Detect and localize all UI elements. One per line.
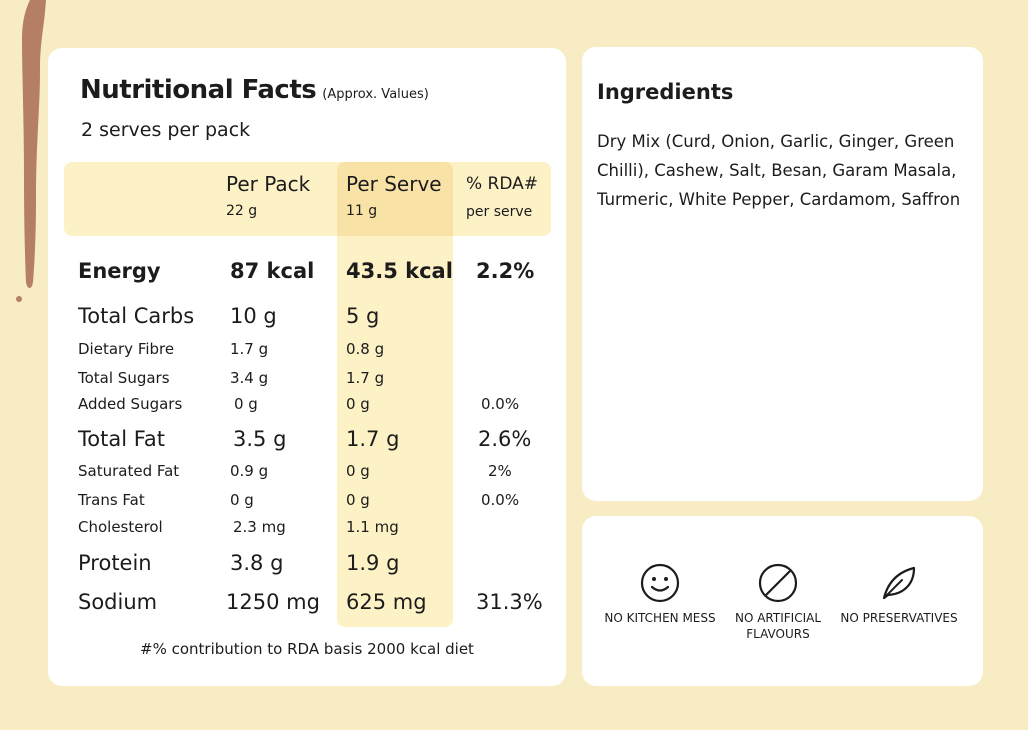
row-pack: 1.7 g <box>230 340 269 358</box>
row-serve: 1.7 g <box>346 369 385 387</box>
badge-label: NO KITCHEN MESS <box>604 611 716 625</box>
row-pack: 3.5 g <box>233 427 287 451</box>
row-label: Total Sugars <box>78 369 170 387</box>
row-rda: 0.0% <box>481 491 520 509</box>
chocolate-drip <box>16 0 46 302</box>
row-rda: 31.3% <box>476 590 543 614</box>
smiley-icon <box>640 563 680 603</box>
ingredients-title: Ingredients <box>597 80 734 104</box>
row-rda: 2.2% <box>476 259 535 283</box>
row-serve: 0.8 g <box>346 340 385 358</box>
ingredients-card: Ingredients Dry Mix (Curd, Onion, Garlic… <box>582 47 983 501</box>
row-label: Cholesterol <box>78 518 163 536</box>
row-pack: 3.8 g <box>230 551 284 575</box>
row-label: Saturated Fat <box>78 462 180 480</box>
row-pack: 0 g <box>230 491 254 509</box>
row-serve: 0 g <box>346 395 370 413</box>
row-serve: 5 g <box>346 304 380 328</box>
badge-label-line2: FLAVOURS <box>746 627 810 641</box>
row-serve: 1.7 g <box>346 427 400 451</box>
rda-subheader: per serve <box>466 204 533 220</box>
row-serve: 0 g <box>346 462 370 480</box>
per-serve-header: Per Serve <box>346 172 442 196</box>
row-serve: 1.9 g <box>346 551 400 575</box>
per-serve-weight: 11 g <box>346 203 378 219</box>
per-serve-column-highlight <box>337 162 453 627</box>
row-pack: 0 g <box>234 395 258 413</box>
row-pack: 1250 mg <box>226 590 320 614</box>
badge-label: NO ARTIFICIAL <box>734 611 822 625</box>
row-label: Trans Fat <box>78 491 145 509</box>
title-note: (Approx. Values) <box>322 87 429 102</box>
row-label: Total Carbs <box>78 304 195 328</box>
row-label: Added Sugars <box>78 395 183 413</box>
row-label: Total Fat <box>78 427 165 451</box>
badge-no-kitchen-mess: NO KITCHEN MESS <box>595 562 725 626</box>
row-serve: 625 mg <box>346 590 427 614</box>
row-pack: 3.4 g <box>230 369 269 387</box>
per-pack-weight: 22 g <box>226 203 258 219</box>
row-pack: 0.9 g <box>230 462 269 480</box>
nutrition-title: Nutritional Facts (Approx. Values) <box>80 75 429 105</box>
per-serve-header-highlight <box>337 162 453 236</box>
header-band <box>64 162 551 236</box>
serves-per-pack: 2 serves per pack <box>81 119 251 141</box>
row-pack: 87 kcal <box>230 259 315 283</box>
per-pack-header: Per Pack <box>226 172 311 196</box>
nutrition-facts-card: Nutritional Facts (Approx. Values) 2 serv… <box>48 48 566 686</box>
row-pack: 10 g <box>230 304 277 328</box>
prohibited-icon <box>758 563 798 603</box>
row-label: Dietary Fibre <box>78 340 175 358</box>
ingredients-list: Dry Mix (Curd, Onion, Garlic, Ginger, Gr… <box>597 132 961 209</box>
row-pack: 2.3 mg <box>233 518 286 536</box>
row-label: Sodium <box>78 590 158 614</box>
row-rda: 2% <box>488 462 512 480</box>
badges-card: NO KITCHEN MESS NO ARTIFICIAL FLAVOURS N… <box>582 516 983 686</box>
badge-no-artificial-flavours: NO ARTIFICIAL FLAVOURS <box>713 562 843 642</box>
rda-header: % RDA# <box>466 174 539 194</box>
row-rda: 2.6% <box>478 427 532 451</box>
badge-no-preservatives: NO PRESERVATIVES <box>834 562 964 626</box>
row-serve: 1.1 mg <box>346 518 399 536</box>
badge-label: NO PRESERVATIVES <box>840 611 958 625</box>
row-serve: 43.5 kcal <box>346 259 453 283</box>
rda-footnote: #% contribution to RDA basis 2000 kcal d… <box>140 640 474 658</box>
row-label: Energy <box>78 259 161 283</box>
leaf-icon <box>882 566 916 600</box>
row-serve: 0 g <box>346 491 370 509</box>
row-label: Protein <box>78 551 152 575</box>
row-rda: 0.0% <box>481 395 520 413</box>
